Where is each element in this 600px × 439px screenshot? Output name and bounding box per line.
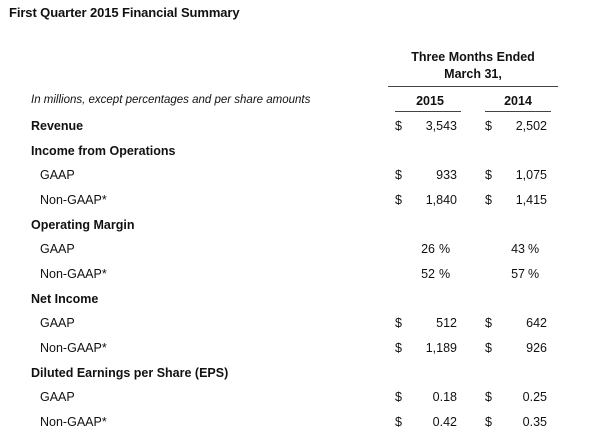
table-row: Net Income (0, 292, 600, 316)
table-row: GAAP $0.18 $0.25 (0, 390, 600, 414)
table-row: Non-GAAP* $1,840 $1,415 (0, 193, 600, 217)
percent-symbol: % (528, 242, 540, 256)
value-number: 1,840 (425, 193, 457, 207)
value-number: 926 (526, 341, 547, 355)
table-row: Non-GAAP* 52% 57% (0, 267, 600, 291)
value-number: 43 (511, 242, 525, 256)
currency-symbol: $ (485, 341, 492, 355)
percent-symbol: % (439, 267, 451, 281)
currency-symbol: $ (395, 341, 402, 355)
value-number: 26 (421, 242, 435, 256)
row-label: Non-GAAP* (40, 267, 107, 281)
row-label: Non-GAAP* (40, 341, 107, 355)
section-label: Income from Operations (31, 144, 176, 158)
currency-symbol: $ (485, 119, 492, 133)
value-number: 1,189 (425, 341, 457, 355)
row-label: GAAP (40, 390, 75, 404)
value-number: 2,502 (515, 119, 547, 133)
value-number: 57 (511, 267, 525, 281)
currency-symbol: $ (395, 316, 402, 330)
table-row: GAAP $512 $642 (0, 316, 600, 340)
row-label: GAAP (40, 242, 75, 256)
section-label: Operating Margin (31, 218, 135, 232)
table-row: Non-GAAP* $0.42 $0.35 (0, 415, 600, 439)
table-row: Non-GAAP* $1,189 $926 (0, 341, 600, 365)
value-number: 0.25 (522, 390, 547, 404)
column-header-2014: 2014 (504, 94, 532, 108)
value-number: 52 (421, 267, 435, 281)
row-label: GAAP (40, 168, 75, 182)
value-number: 3,543 (425, 119, 457, 133)
currency-symbol: $ (395, 193, 402, 207)
page-title: First Quarter 2015 Financial Summary (9, 5, 240, 20)
currency-symbol: $ (395, 168, 402, 182)
table-row: Diluted Earnings per Share (EPS) (0, 366, 600, 390)
units-caption: In millions, except percentages and per … (31, 94, 311, 106)
value-number: 0.35 (522, 415, 547, 429)
period-header: Three Months Ended March 31, (384, 49, 562, 83)
value-number: 642 (526, 316, 547, 330)
value-number: 512 (436, 316, 457, 330)
row-label: Non-GAAP* (40, 415, 107, 429)
period-line-2: March 31, (444, 67, 502, 81)
section-label: Net Income (31, 292, 99, 306)
table-row: GAAP 26% 43% (0, 242, 600, 266)
currency-symbol: $ (485, 415, 492, 429)
period-line-1: Three Months Ended (411, 50, 535, 64)
value-number: 1,415 (515, 193, 547, 207)
table-row: Operating Margin (0, 218, 600, 242)
value-number: 0.18 (432, 390, 457, 404)
column-header-2015: 2015 (416, 94, 444, 108)
column-rule-2015 (395, 111, 461, 112)
currency-symbol: $ (485, 390, 492, 404)
column-rule-2014 (485, 111, 551, 112)
currency-symbol: $ (395, 119, 402, 133)
currency-symbol: $ (485, 316, 492, 330)
row-label: Non-GAAP* (40, 193, 107, 207)
table-row: Income from Operations (0, 144, 600, 168)
value-number: 0.42 (432, 415, 457, 429)
section-label: Diluted Earnings per Share (EPS) (31, 366, 229, 380)
row-label: GAAP (40, 316, 75, 330)
percent-symbol: % (528, 267, 540, 281)
period-header-rule (388, 86, 558, 87)
currency-symbol: $ (395, 415, 402, 429)
section-label: Revenue (31, 119, 84, 133)
percent-symbol: % (439, 242, 451, 256)
currency-symbol: $ (485, 193, 492, 207)
table-row: Revenue $3,543 $2,502 (0, 119, 600, 143)
currency-symbol: $ (485, 168, 492, 182)
table-row: GAAP $933 $1,075 (0, 168, 600, 192)
value-number: 1,075 (515, 168, 547, 182)
currency-symbol: $ (395, 390, 402, 404)
value-number: 933 (436, 168, 457, 182)
